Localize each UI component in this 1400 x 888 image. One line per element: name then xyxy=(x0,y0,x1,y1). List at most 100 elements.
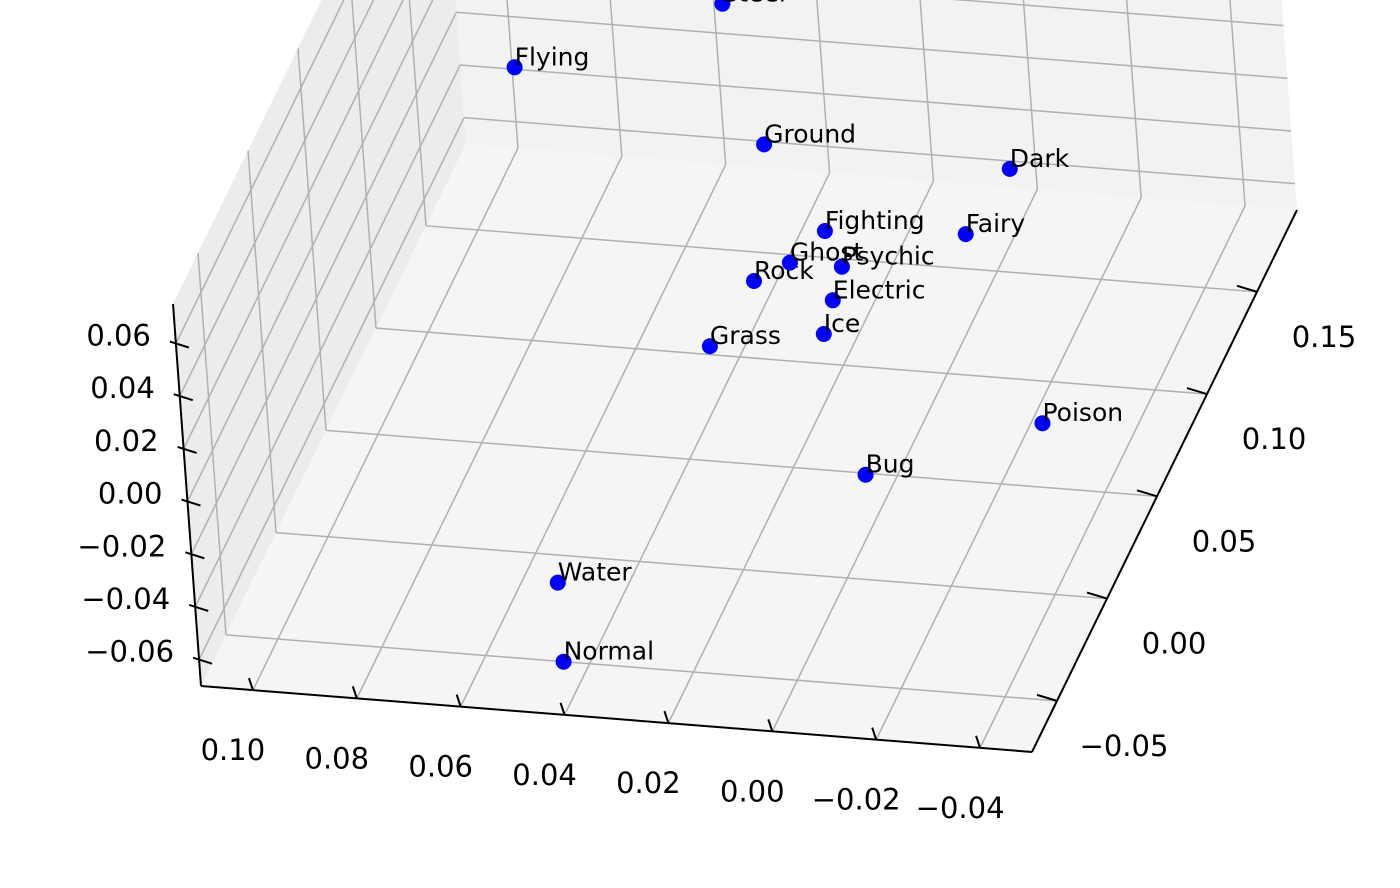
y-tick-label: 0.00 xyxy=(1142,627,1207,661)
data-point xyxy=(1001,160,1018,177)
y-tick xyxy=(1186,387,1208,396)
x-tick-label: 0.10 xyxy=(201,733,266,767)
grid-line-x-back xyxy=(1022,0,1039,190)
point-label: Fighting xyxy=(825,206,925,235)
z-tick xyxy=(173,393,194,402)
z-tick xyxy=(185,551,205,560)
grid-line-z-side xyxy=(194,64,461,608)
x-tick xyxy=(767,719,774,732)
grid-line-y-side xyxy=(297,48,327,431)
point-label: Electric xyxy=(833,275,926,304)
point-label: Ghost xyxy=(790,238,864,267)
z-tick-label: 0.00 xyxy=(98,477,163,511)
x-axis-line xyxy=(200,685,1033,753)
z-tick-label: −0.02 xyxy=(77,529,166,563)
point-label: Normal xyxy=(564,637,654,666)
grid-line-x-floor xyxy=(460,164,727,707)
x-tick-label: 0.02 xyxy=(616,766,681,800)
data-point xyxy=(555,653,572,670)
grid-line-z-side xyxy=(186,0,434,502)
data-point xyxy=(815,326,832,342)
grid-line-x-back xyxy=(609,0,623,157)
grid-line-x-back xyxy=(919,0,935,182)
y-tick-label: −0.05 xyxy=(1080,729,1169,763)
z-tick xyxy=(192,656,213,665)
z-axis-line xyxy=(172,303,202,687)
z-tick xyxy=(188,604,209,612)
z-tick-label: −0.06 xyxy=(85,635,174,669)
x-tick-label: −0.02 xyxy=(812,783,901,817)
x-tick xyxy=(975,735,982,749)
point-label: Bug xyxy=(866,450,915,479)
y-tick-label: 0.15 xyxy=(1292,320,1357,354)
x-tick-label: 0.00 xyxy=(720,774,785,808)
x-tick xyxy=(663,710,670,724)
x-tick xyxy=(455,694,462,707)
x-tick-label: 0.08 xyxy=(305,741,370,775)
grid-line-x-floor xyxy=(875,197,1142,740)
data-point xyxy=(957,226,974,243)
data-point xyxy=(701,338,718,355)
data-point xyxy=(781,254,798,271)
point-label: Grass xyxy=(710,321,781,350)
grid-line-x-floor xyxy=(667,180,935,724)
grid-line-x-back xyxy=(506,0,519,149)
grid-line-z-side xyxy=(182,0,404,450)
data-point xyxy=(857,466,874,483)
point-label: Water xyxy=(558,558,633,587)
z-tick-label: 0.06 xyxy=(86,319,151,353)
x-tick xyxy=(247,677,254,691)
z-tick xyxy=(181,498,201,507)
data-point xyxy=(714,0,731,12)
point-label: Steel xyxy=(722,0,785,8)
point-label: Psychic xyxy=(842,242,935,271)
tick-labels: 0.10 0.08 0.06 0.04 0.02 0.00 −0.02 −0.04 −0.05 0… xyxy=(77,319,1356,825)
grid-line-y-side xyxy=(197,252,227,635)
grid-line-y-floor xyxy=(325,429,1158,498)
grid-line-z-side xyxy=(198,117,465,660)
x-tick xyxy=(559,702,566,716)
x-tick xyxy=(351,686,358,699)
axis-panes xyxy=(173,0,1297,752)
point-label: Ground xyxy=(764,119,856,148)
grid-line-y-side xyxy=(408,0,427,226)
grid-line-x-back xyxy=(1229,0,1246,206)
y-tick xyxy=(1136,489,1158,498)
grid-line-z-back xyxy=(456,11,1288,80)
data-point xyxy=(1034,415,1051,432)
y-tick-label: 0.10 xyxy=(1242,422,1307,456)
grid-line-z-back xyxy=(951,0,1284,27)
z-tick-label: 0.02 xyxy=(94,424,159,458)
axis-lines xyxy=(169,209,1298,753)
x-tick-label: 0.06 xyxy=(408,750,473,784)
data-point xyxy=(816,223,833,239)
grid-line-x-back xyxy=(712,0,727,165)
grid-line-y-side xyxy=(247,150,277,533)
grid-line-y-floor xyxy=(275,531,1108,600)
y-tick xyxy=(1036,693,1058,702)
data-point xyxy=(756,136,773,153)
grid-line-z-side xyxy=(190,11,458,555)
grid-line-x-floor xyxy=(979,205,1246,749)
y-axis-line xyxy=(1031,209,1298,753)
data-points: DragonSteelFlyingGroundDarkFightingFairy… xyxy=(506,0,1123,670)
data-point xyxy=(833,258,850,275)
z-tick xyxy=(177,445,197,454)
y-tick-label: 0.05 xyxy=(1192,524,1257,558)
x-tick-label: 0.04 xyxy=(512,758,577,792)
floor-pane xyxy=(201,144,1297,752)
z-tick-label: 0.04 xyxy=(90,371,155,405)
grid-line-x-back xyxy=(1125,0,1142,198)
grid-line-y-floor xyxy=(375,327,1208,395)
grid-line-z-back xyxy=(464,116,1296,185)
x-tick-label: −0.04 xyxy=(916,791,1005,825)
y-tick xyxy=(1086,591,1108,600)
grid-line-z-side xyxy=(179,0,375,397)
x-tick xyxy=(871,727,878,740)
grid-line-z-side xyxy=(175,0,345,344)
z-tick xyxy=(169,340,190,349)
data-point xyxy=(824,292,841,309)
point-label: Flying xyxy=(515,42,590,71)
grid-line-x-floor xyxy=(771,189,1038,732)
